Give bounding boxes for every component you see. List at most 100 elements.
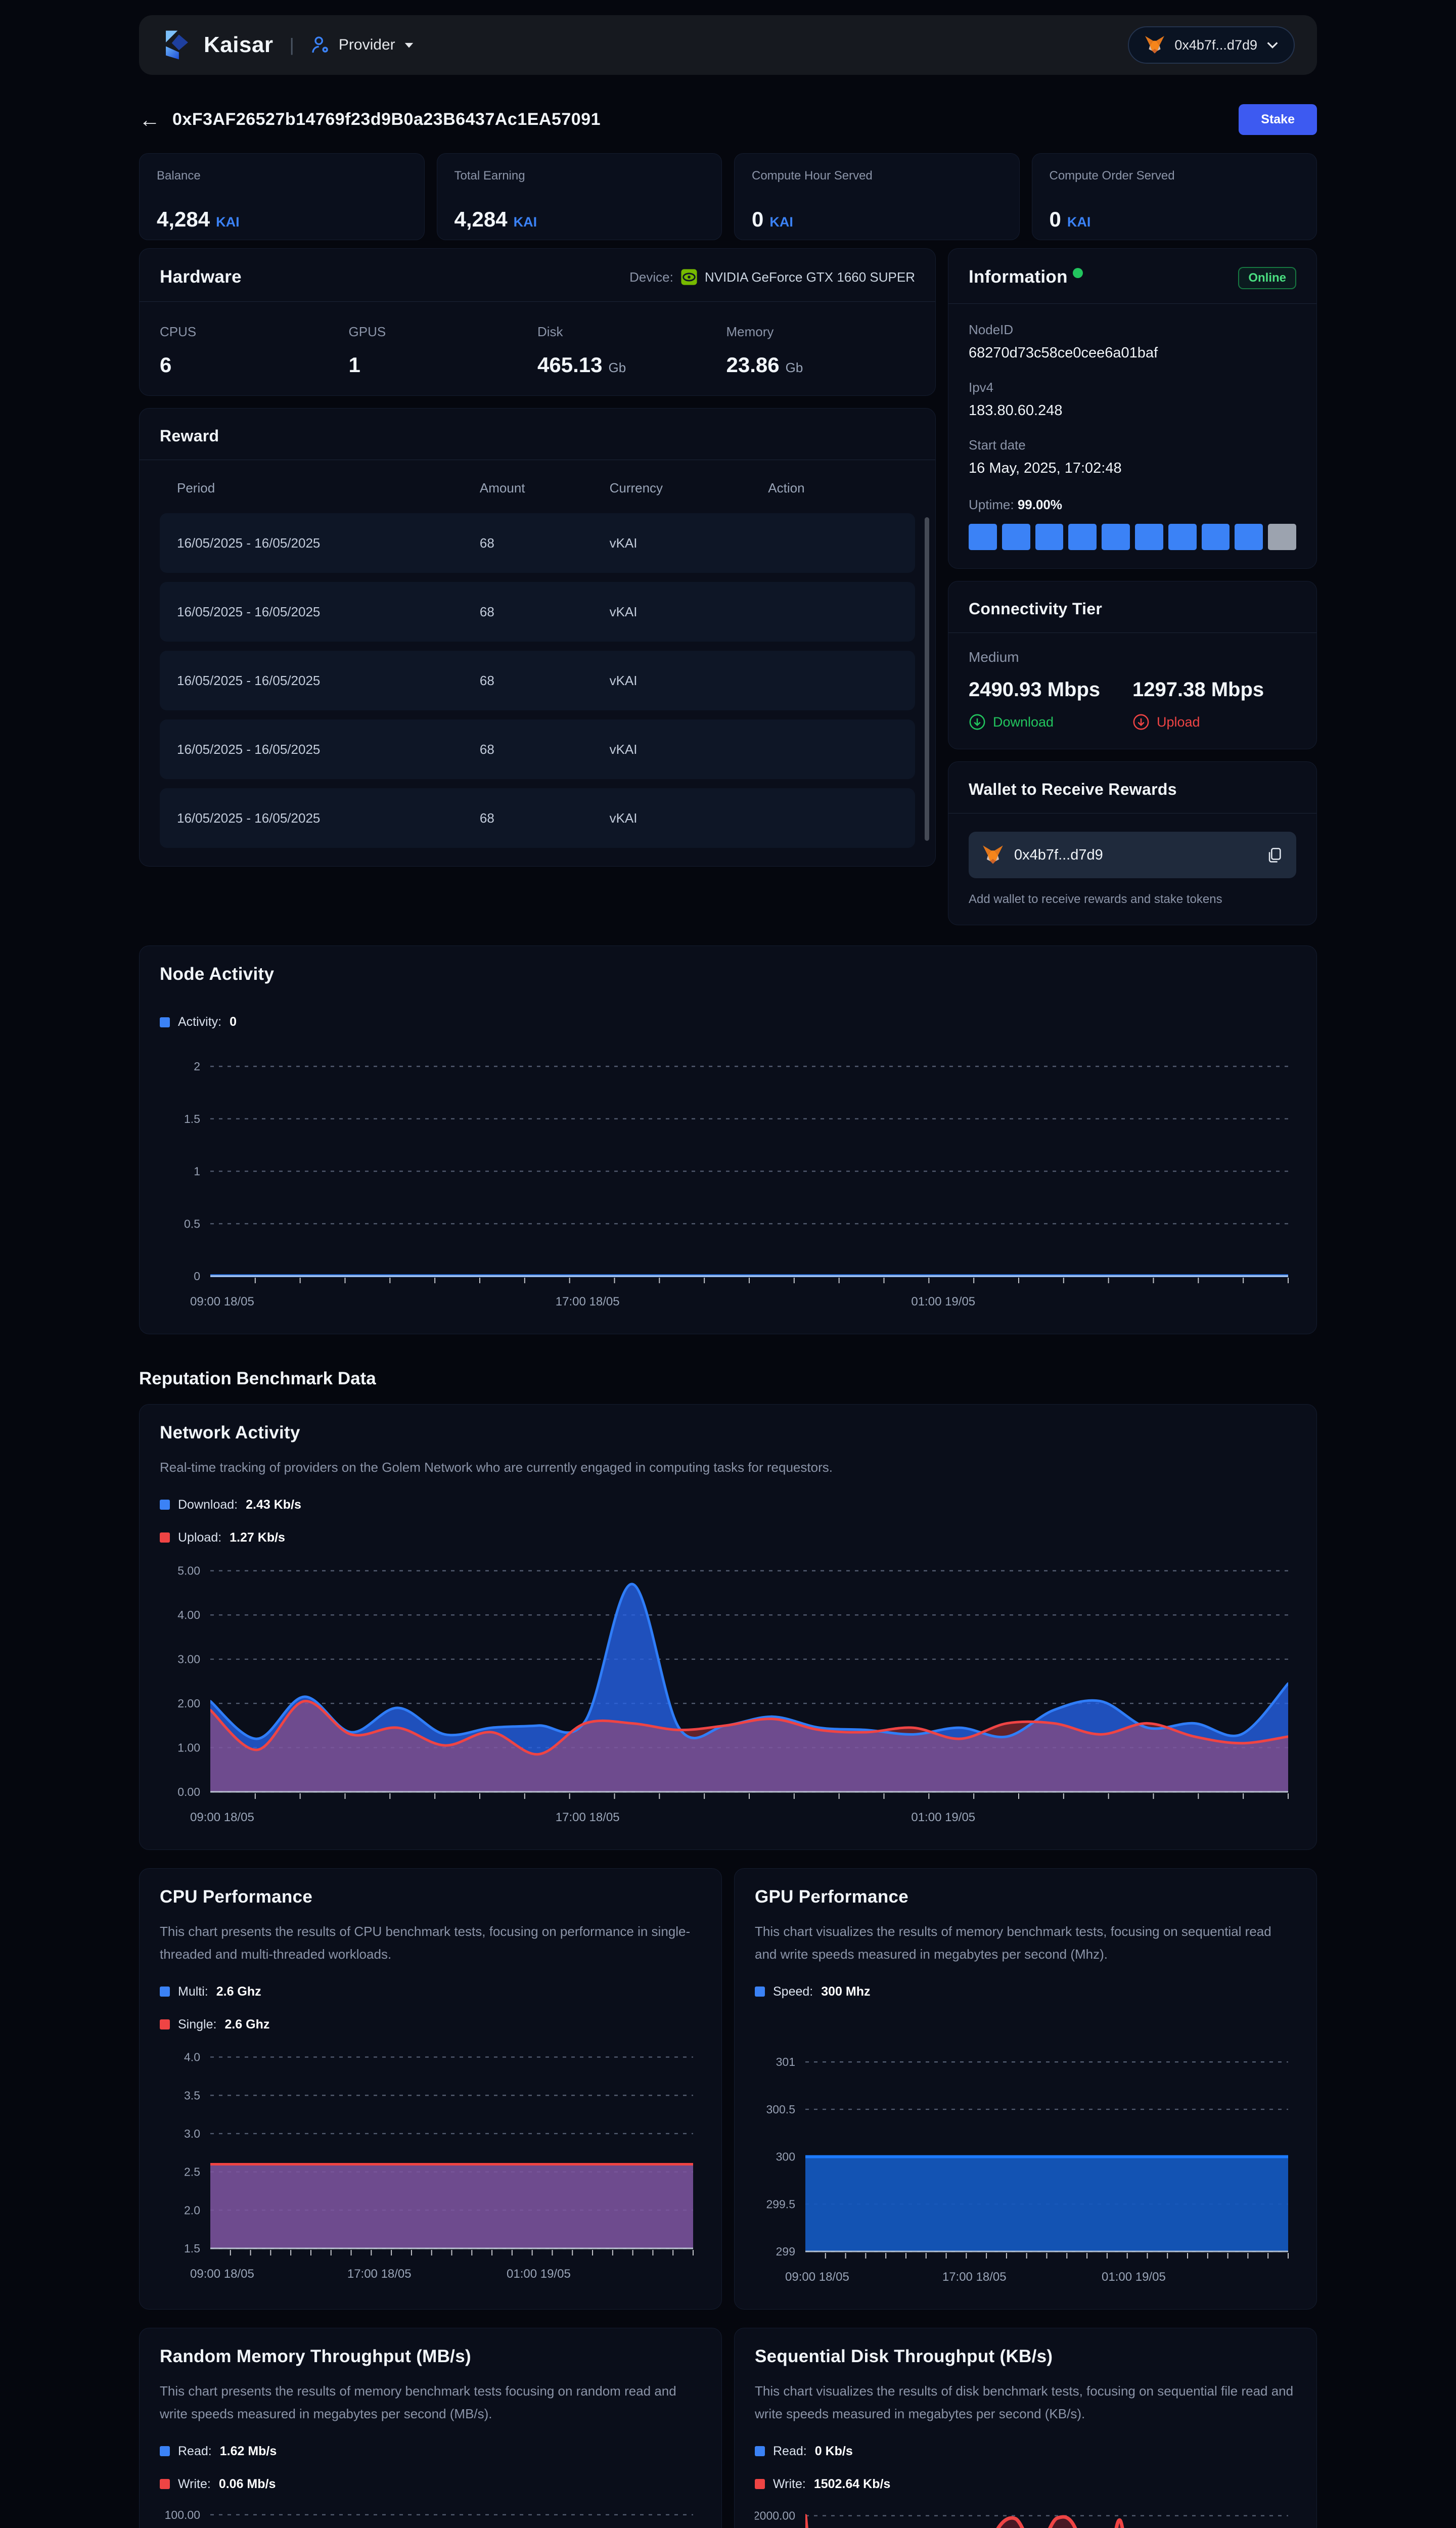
download-speed: 2490.93 Mbps (969, 679, 1101, 701)
legend-value: 2.6 Ghz (216, 1984, 261, 1999)
provider-caret-icon (403, 41, 415, 49)
svg-text:0.00: 0.00 (177, 1785, 200, 1798)
status-badge: Online (1238, 267, 1296, 289)
svg-text:17:00 18/05: 17:00 18/05 (556, 1295, 620, 1308)
memory-throughput-card: Random Memory Throughput (MB/s) This cha… (139, 2327, 722, 2528)
svg-text:1.5: 1.5 (184, 1112, 200, 1125)
svg-text:100.00: 100.00 (165, 2508, 200, 2521)
brand-name[interactable]: Kaisar (204, 32, 274, 57)
hw-label: Disk (537, 324, 563, 339)
upload-arrow-icon (1132, 713, 1150, 731)
table-row[interactable]: 16/05/2025 - 16/05/2025 68 vKAI (160, 651, 915, 710)
copy-icon[interactable] (1266, 846, 1283, 864)
svg-text:17:00 18/05: 17:00 18/05 (942, 2270, 1007, 2284)
cell-currency: vKAI (609, 535, 638, 551)
cell-amount: 68 (479, 810, 494, 826)
legend-value: 0 Kb/s (814, 2444, 853, 2458)
svg-text:01:00 19/05: 01:00 19/05 (911, 1295, 975, 1308)
legend-upload: Upload: 1.27 Kb/s (160, 1530, 1296, 1545)
section-heading: Reputation Benchmark Data (139, 1369, 376, 1388)
svg-text:299.5: 299.5 (766, 2197, 795, 2210)
svg-text:01:00 19/05: 01:00 19/05 (911, 1811, 975, 1824)
table-row[interactable]: 16/05/2025 - 16/05/2025 68 vKAI (160, 719, 915, 779)
cpu-performance-card: CPU Performance This chart presents the … (139, 1868, 722, 2310)
svg-text:17:00 18/05: 17:00 18/05 (347, 2267, 412, 2281)
uptime-block (1068, 524, 1097, 550)
back-button[interactable]: ← (139, 107, 160, 131)
device-label: Device: (629, 269, 673, 285)
legend-value: 1502.64 Kb/s (813, 2476, 891, 2491)
cpu-title: CPU Performance (160, 1886, 313, 1907)
reward-wallet-field[interactable]: 0x4b7f...d7d9 (969, 832, 1296, 878)
uptime-block (969, 524, 997, 550)
cell-amount: 68 (479, 741, 494, 757)
legend-read: Read: 0 Kb/s (755, 2444, 1296, 2459)
cell-currency: vKAI (609, 672, 638, 688)
wallet-rewards-card: Wallet to Receive Rewards 0x4b7f.. (948, 761, 1317, 925)
stat-unit: KAI (513, 214, 537, 230)
svg-text:2000.00: 2000.00 (755, 2509, 795, 2522)
kaisar-logo-icon[interactable] (161, 29, 193, 61)
upload-speed: 1297.38 Mbps (1132, 679, 1264, 701)
provider-icon (310, 35, 331, 55)
hw-label: CPUS (160, 324, 197, 339)
legend-single: Single: 2.6 Ghz (160, 2017, 701, 2032)
table-row[interactable]: 16/05/2025 - 16/05/2025 68 vKAI (160, 582, 915, 642)
page-title-row: ← 0xF3AF26527b14769f23d9B0a23B6437Ac1EA5… (139, 104, 1317, 135)
memory-description: This chart presents the results of memor… (160, 2383, 676, 2422)
hw-value: 1 (348, 353, 360, 377)
svg-text:3.00: 3.00 (177, 1652, 200, 1665)
table-row[interactable]: 16/05/2025 - 16/05/2025 68 vKAI (160, 788, 915, 848)
hw-value: 6 (160, 353, 172, 377)
uptime-block (1201, 524, 1230, 550)
legend-value: 1.62 Mb/s (219, 2444, 277, 2458)
legend-speed: Speed: 300 Mhz (755, 1984, 1296, 1999)
nav-provider-label: Provider (338, 36, 395, 53)
nav-provider[interactable]: Provider (310, 35, 415, 55)
cell-period: 16/05/2025 - 16/05/2025 (177, 604, 321, 619)
svg-text:299: 299 (776, 2245, 795, 2258)
stat-card-compute-hour: Compute Hour Served 0 KAI (734, 153, 1020, 240)
stat-value: 0 (752, 207, 764, 231)
legend-value: 2.6 Ghz (224, 2017, 270, 2032)
svg-text:01:00 19/05: 01:00 19/05 (507, 2267, 571, 2281)
information-title: Information (969, 267, 1068, 287)
legend-chip (755, 2446, 765, 2456)
brand: Kaisar | Provider (161, 29, 415, 61)
legend-chip (160, 2479, 170, 2489)
cell-period: 16/05/2025 - 16/05/2025 (177, 810, 321, 826)
online-status-dot (1072, 268, 1083, 278)
legend-label: Write: (178, 2476, 211, 2491)
cell-currency: vKAI (609, 810, 638, 826)
table-row[interactable]: 16/05/2025 - 16/05/2025 68 vKAI (160, 513, 915, 573)
column-amount: Amount (479, 480, 525, 495)
svg-text:0: 0 (194, 1270, 200, 1283)
column-action: Action (768, 480, 805, 495)
legend-multi: Multi: 2.6 Ghz (160, 1984, 701, 1999)
info-label: NodeID (969, 322, 1014, 337)
gpu-performance-chart: 301 300.5 300 299.5 299 09:00 18/05 17:00 18/0… (755, 2048, 1296, 2291)
stat-unit: KAI (1067, 214, 1091, 230)
reward-card: Reward Period Amount Currency Action 16/… (139, 408, 936, 867)
uptime-blocks (969, 524, 1296, 550)
svg-text:17:00 18/05: 17:00 18/05 (556, 1811, 620, 1824)
network-activity-title: Network Activity (160, 1423, 300, 1442)
memory-title: Random Memory Throughput (MB/s) (160, 2346, 471, 2366)
legend-value: 2.43 Kb/s (246, 1497, 301, 1512)
stat-unit: KAI (769, 214, 793, 230)
uptime-block (1268, 524, 1296, 550)
metamask-icon (1144, 34, 1165, 56)
network-activity-card: Network Activity Real-time tracking of p… (139, 1404, 1317, 1850)
legend-value: 0 (230, 1015, 237, 1029)
legend-chip (755, 1987, 765, 1997)
reward-scrollbar[interactable] (925, 517, 929, 841)
cell-period: 16/05/2025 - 16/05/2025 (177, 672, 321, 688)
legend-value: 0.06 Mb/s (218, 2476, 276, 2491)
wallet-rewards-title: Wallet to Receive Rewards (969, 780, 1177, 798)
svg-text:01:00 19/05: 01:00 19/05 (1102, 2270, 1166, 2284)
wallet-menu-button[interactable]: 0x4b7f...d7d9 (1128, 26, 1295, 64)
disk-throughput-card: Sequential Disk Throughput (KB/s) This c… (734, 2327, 1317, 2528)
provider-address-title: 0xF3AF26527b14769f23d9B0a23B6437Ac1EA570… (172, 110, 601, 129)
uptime-block (1134, 524, 1163, 550)
stake-button[interactable]: Stake (1239, 104, 1317, 135)
